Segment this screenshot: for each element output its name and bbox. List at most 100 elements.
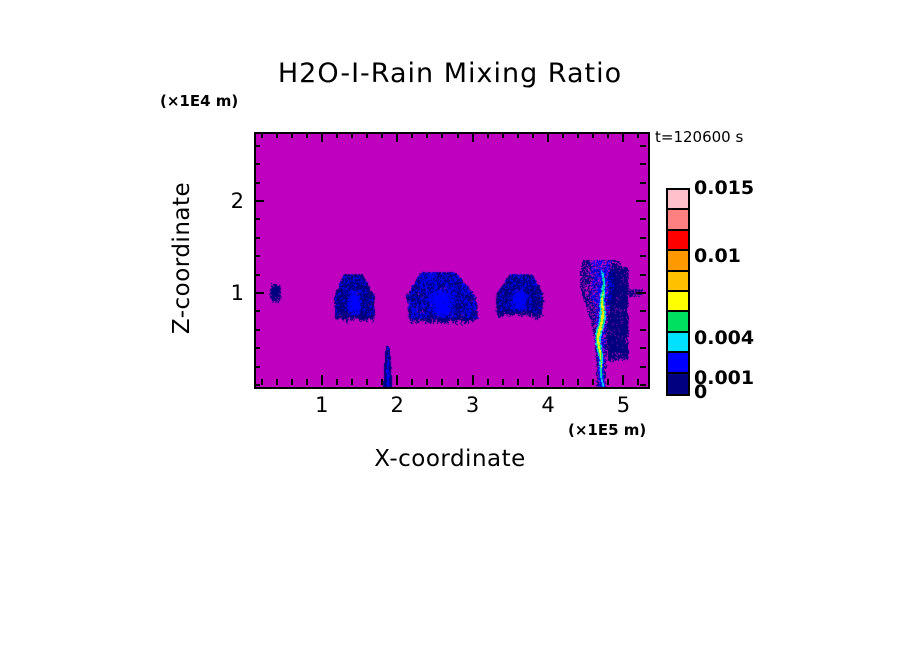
colorbar-band	[668, 332, 688, 354]
x-tick-label: 2	[390, 393, 404, 417]
x-minor-tick	[426, 379, 429, 385]
y-major-tick	[254, 200, 264, 202]
y-minor-tick	[254, 328, 260, 331]
y-minor-tick	[254, 384, 260, 386]
x-minor-tick	[562, 379, 565, 385]
y-tick-label: 1	[230, 281, 244, 305]
colorbar	[666, 188, 690, 396]
x-minor-tick-top	[531, 132, 534, 138]
x-minor-tick	[607, 379, 610, 385]
colorbar-band	[668, 373, 688, 394]
x-minor-tick-top	[260, 132, 263, 138]
x-minor-tick-top	[501, 132, 504, 138]
x-minor-tick-top	[607, 132, 610, 138]
y-minor-tick-right	[640, 365, 646, 368]
time-annotation: t=120600 s	[655, 128, 744, 146]
y-minor-tick-right	[640, 310, 646, 313]
x-major-tick-top	[320, 132, 323, 142]
x-minor-tick	[577, 379, 580, 385]
x-minor-tick	[441, 379, 444, 385]
x-major-tick	[547, 375, 549, 385]
x-minor-tick	[456, 379, 459, 385]
colorbar-tick-label: 0	[694, 381, 708, 403]
x-minor-tick-top	[381, 132, 384, 138]
x-minor-tick	[351, 379, 353, 385]
colorbar-band	[668, 271, 688, 292]
x-minor-tick	[531, 379, 534, 385]
y-minor-tick-right	[640, 384, 646, 386]
x-minor-tick	[516, 379, 519, 385]
colorbar-band	[668, 353, 688, 374]
colorbar-tick-label: 0.015	[694, 177, 755, 199]
y-tick-label: 2	[230, 189, 244, 213]
y-minor-tick	[254, 310, 260, 313]
y-minor-tick-right	[640, 163, 646, 166]
y-major-tick-right	[636, 200, 646, 202]
y-major-tick-right	[636, 292, 646, 294]
x-minor-tick-top	[486, 132, 489, 138]
y-minor-tick	[254, 236, 260, 239]
x-major-tick	[396, 375, 399, 385]
y-minor-tick-right	[640, 181, 646, 184]
y-minor-tick-right	[640, 273, 646, 276]
x-minor-tick-top	[456, 132, 459, 138]
y-minor-tick	[254, 255, 260, 258]
x-minor-tick-top	[290, 132, 293, 138]
x-minor-tick-top	[441, 132, 444, 138]
x-major-tick-top	[547, 132, 549, 142]
x-tick-label: 5	[616, 393, 631, 417]
y-minor-tick	[254, 163, 260, 166]
y-minor-tick	[254, 181, 260, 184]
colorbar-tick-label: 0.004	[694, 326, 755, 349]
y-minor-tick-right	[640, 236, 646, 239]
x-minor-tick-top	[351, 132, 353, 138]
colorbar-band	[668, 312, 688, 333]
x-major-tick-top	[396, 132, 399, 142]
page-title: H2O-I-Rain Mixing Ratio	[277, 58, 623, 89]
x-minor-tick-top	[411, 132, 414, 138]
y-minor-tick	[254, 144, 260, 147]
x-minor-tick	[305, 379, 308, 385]
x-minor-tick-top	[516, 132, 519, 138]
y-axis-title: Z-coordinate	[169, 181, 195, 335]
y-minor-tick	[254, 218, 260, 221]
y-minor-tick	[254, 365, 260, 368]
y-minor-tick	[254, 347, 260, 350]
x-axis-unit-label: (×1E5 m)	[568, 421, 647, 439]
x-tick-label: 3	[465, 393, 480, 417]
x-minor-tick-top	[577, 132, 580, 138]
x-minor-tick-top	[366, 132, 369, 138]
x-minor-tick	[501, 379, 504, 385]
x-minor-tick-top	[335, 132, 338, 138]
colorbar-band	[668, 251, 688, 272]
x-minor-tick	[275, 379, 278, 385]
colorbar-band	[668, 190, 688, 211]
x-minor-tick	[335, 379, 338, 385]
x-axis-title: X-coordinate	[374, 446, 526, 472]
x-major-tick	[622, 375, 625, 385]
x-major-tick-top	[471, 132, 474, 142]
x-minor-tick	[411, 379, 414, 385]
y-minor-tick-right	[640, 255, 646, 258]
x-major-tick	[471, 375, 474, 385]
x-minor-tick	[366, 379, 369, 385]
x-minor-tick	[290, 379, 293, 385]
x-minor-tick-top	[275, 132, 278, 138]
colorbar-tick-label: 0.01	[694, 245, 741, 267]
x-minor-tick-top	[305, 132, 308, 138]
field-canvas	[256, 134, 648, 387]
y-minor-tick-right	[640, 144, 646, 147]
y-minor-tick-right	[640, 218, 646, 221]
x-tick-label: 4	[541, 393, 555, 417]
y-major-tick	[254, 292, 264, 294]
x-tick-label: 1	[315, 393, 329, 417]
colorbar-tick-label: 0.001	[694, 367, 755, 390]
colorbar-band	[668, 210, 688, 231]
y-minor-tick-right	[640, 347, 646, 350]
x-major-tick	[320, 375, 323, 385]
x-major-tick-top	[622, 132, 625, 142]
x-minor-tick-top	[592, 132, 595, 138]
y-minor-tick	[254, 273, 260, 276]
colorbar-band	[668, 230, 688, 252]
y-axis-unit-label: (×1E4 m)	[160, 92, 239, 110]
